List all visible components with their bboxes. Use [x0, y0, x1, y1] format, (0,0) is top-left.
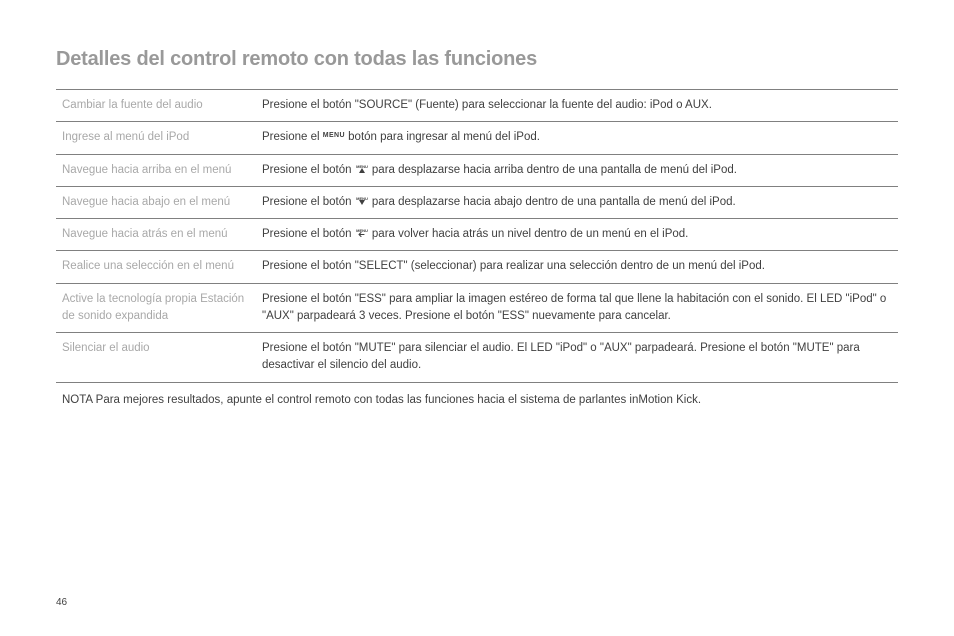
row-label: Cambiar la fuente del audio — [56, 90, 256, 122]
row-description: Presione el botón "SELECT" (seleccionar)… — [256, 251, 898, 283]
row-description: Presione el botón MENU para desplazarse … — [256, 154, 898, 186]
row-label: Navegue hacia arriba en el menú — [56, 154, 256, 186]
menu-up-icon: MENU — [355, 163, 369, 174]
row-label: Navegue hacia atrás en el menú — [56, 219, 256, 251]
row-label: Active la tecnología propia Estación de … — [56, 283, 256, 333]
row-label: Navegue hacia abajo en el menú — [56, 186, 256, 218]
row-label: Realice una selección en el menú — [56, 251, 256, 283]
row-description: Presione el botón "SOURCE" (Fuente) para… — [256, 90, 898, 122]
row-description: Presione el MENU botón para ingresar al … — [256, 122, 898, 154]
table-row: Navegue hacia arriba en el menúPresione … — [56, 154, 898, 186]
row-description: Presione el botón "ESS" para ampliar la … — [256, 283, 898, 333]
table-row: Realice una selección en el menúPresione… — [56, 251, 898, 283]
note-text: Para mejores resultados, apunte el contr… — [92, 394, 701, 406]
row-label: Ingrese al menú del iPod — [56, 122, 256, 154]
menu-down-icon: MENU — [355, 195, 369, 206]
table-row: Navegue hacia abajo en el menúPresione e… — [56, 186, 898, 218]
menu-back-icon: MENU — [355, 227, 369, 238]
row-description: Presione el botón MENU para desplazarse … — [256, 186, 898, 218]
row-label: Silenciar el audio — [56, 333, 256, 383]
note-label: NOTA — [62, 394, 92, 406]
page-title: Detalles del control remoto con todas la… — [56, 48, 898, 71]
table-row: Active la tecnología propia Estación de … — [56, 283, 898, 333]
table-row: Ingrese al menú del iPodPresione el MENU… — [56, 122, 898, 154]
table-row: Navegue hacia atrás en el menúPresione e… — [56, 219, 898, 251]
row-description: Presione el botón "MUTE" para silenciar … — [256, 333, 898, 383]
table-row: Cambiar la fuente del audioPresione el b… — [56, 90, 898, 122]
page-number: 46 — [56, 597, 67, 608]
functions-table: Cambiar la fuente del audioPresione el b… — [56, 89, 898, 383]
menu-icon: MENU — [323, 131, 345, 142]
note: NOTA Para mejores resultados, apunte el … — [56, 392, 898, 409]
table-row: Silenciar el audioPresione el botón "MUT… — [56, 333, 898, 383]
row-description: Presione el botón MENU para volver hacia… — [256, 219, 898, 251]
svg-text:MENU: MENU — [356, 228, 368, 233]
